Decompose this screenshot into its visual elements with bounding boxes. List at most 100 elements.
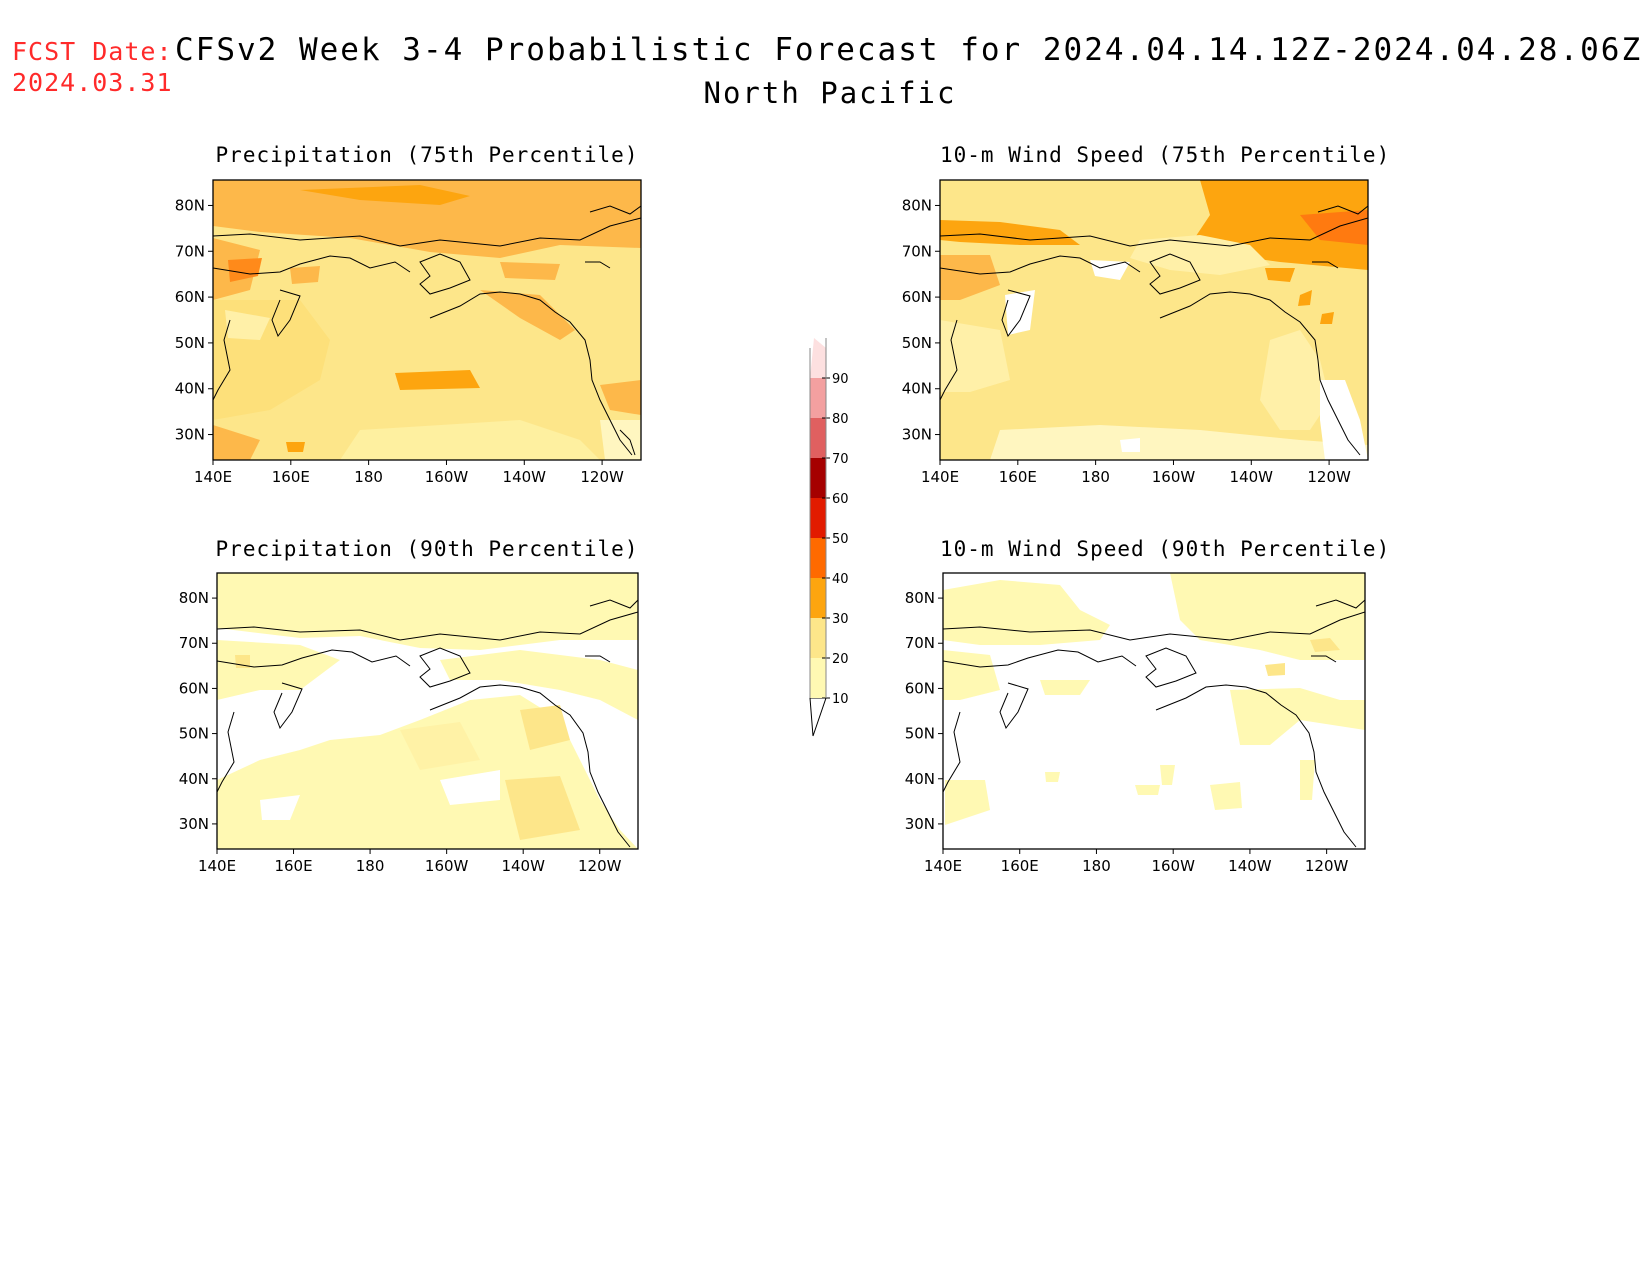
fcst-label-text: FCST Date: xyxy=(12,37,173,66)
lat-tick-label: 40N xyxy=(902,380,932,398)
lon-tick-label: 180 xyxy=(1081,468,1110,486)
map-frame xyxy=(216,572,639,850)
lat-tick-label: 30N xyxy=(179,815,209,833)
lon-tick-label: 140E xyxy=(921,468,959,486)
lon-tick-label: 140W xyxy=(1230,468,1274,486)
colorbar-swatch xyxy=(810,458,826,498)
colorbar-swatch xyxy=(810,418,826,458)
lon-tick-label: 180 xyxy=(356,857,385,875)
lat-tick-label: 60N xyxy=(179,679,209,697)
panel-title-wind75: 10-m Wind Speed (75th Percentile) xyxy=(940,143,1391,167)
colorbar-swatch xyxy=(810,618,826,658)
colorbar-label: 70 xyxy=(832,452,849,467)
lon-tick-label: 160E xyxy=(999,468,1037,486)
lon-tick-label: 160E xyxy=(272,468,310,486)
fill-10-20 xyxy=(440,650,638,720)
lon-tick-label: 160W xyxy=(1152,468,1196,486)
coastline xyxy=(940,205,1368,456)
lon-tick-label: 120W xyxy=(580,468,624,486)
map-panel-wind90 xyxy=(942,572,1366,850)
lat-tick-label: 80N xyxy=(902,196,932,214)
fill-below-10 xyxy=(1090,260,1130,280)
fill-10-20 xyxy=(943,650,1000,700)
fill-below-10 xyxy=(260,795,300,820)
fill-10-20 xyxy=(1135,785,1160,795)
lat-tick-label: 30N xyxy=(175,426,205,444)
fill-below-10 xyxy=(440,770,500,805)
coastline xyxy=(217,599,638,848)
region-name: North Pacific xyxy=(703,76,957,110)
fill-10-20 xyxy=(943,580,1110,645)
fill-10-20 xyxy=(217,573,638,650)
axis-ticks: 140E 160E 180 160W 140W 120W 80N 70N 60N 50N 40N 30… xyxy=(175,196,1351,875)
colorbar-label: 30 xyxy=(832,612,849,627)
lat-tick-label: 50N xyxy=(902,334,932,352)
fill-30-40 xyxy=(286,442,305,452)
map-frame xyxy=(212,179,642,461)
map-panel-precip90 xyxy=(216,572,639,850)
lat-tick-label: 50N xyxy=(179,725,209,743)
fill-10-20 xyxy=(340,420,600,460)
lat-tick-label: 60N xyxy=(905,679,935,697)
panel-title-precip90: Precipitation (90th Percentile) xyxy=(215,537,639,561)
fill-10-20 xyxy=(1210,782,1242,810)
map-frame xyxy=(942,572,1366,850)
fill-10-20 xyxy=(225,310,270,340)
lat-tick-label: 80N xyxy=(179,589,209,607)
colorbar-label: 10 xyxy=(832,692,849,707)
fill-10-20 xyxy=(1040,680,1090,695)
colorbar-outline xyxy=(809,338,827,698)
colorbar-label: 40 xyxy=(832,572,849,587)
lon-tick-label: 140E xyxy=(198,857,236,875)
fill-10-20 xyxy=(1170,573,1365,660)
fill-20-30 xyxy=(1265,663,1285,676)
lat-tick-label: 50N xyxy=(175,334,205,352)
fill-10-20 xyxy=(1045,772,1060,782)
colorbar: 10 20 30 40 50 60 70 80 90 xyxy=(809,338,849,737)
fcst-date-value: 2024.03.31 xyxy=(12,68,173,97)
page-subtitle: North Pacific xyxy=(0,76,1650,110)
fill-20-30 xyxy=(520,705,570,750)
lon-tick-label: 180 xyxy=(1082,857,1111,875)
lat-tick-label: 40N xyxy=(175,380,205,398)
lat-tick-label: 50N xyxy=(905,725,935,743)
fill-below-10 xyxy=(600,760,638,810)
lat-tick-label: 30N xyxy=(902,426,932,444)
lon-tick-label: 120W xyxy=(1307,468,1351,486)
fill-30-40 xyxy=(1298,290,1312,306)
colorbar-lower-cap xyxy=(809,697,827,737)
fill-10-20 xyxy=(1300,760,1315,800)
map-panel-precip75 xyxy=(212,179,642,461)
fill-30-40 xyxy=(940,255,1000,300)
lon-tick-label: 140W xyxy=(503,468,547,486)
lat-tick-label: 70N xyxy=(905,634,935,652)
fill-30-40 xyxy=(395,370,480,390)
colorbar-label: 90 xyxy=(832,372,849,387)
lon-tick-label: 160E xyxy=(274,857,312,875)
fill-20-30 xyxy=(1310,638,1340,652)
colorbar-label: 80 xyxy=(832,412,849,427)
fill-10-20 xyxy=(400,722,480,770)
coastline xyxy=(213,205,641,456)
lon-tick-label: 140W xyxy=(501,857,545,875)
lat-tick-label: 80N xyxy=(175,196,205,214)
map-frame xyxy=(939,179,1369,461)
fill-30-40 xyxy=(213,180,641,258)
colorbar-swatch xyxy=(810,538,826,578)
coastline xyxy=(943,599,1365,848)
lat-tick-label: 70N xyxy=(179,634,209,652)
lat-tick-label: 30N xyxy=(905,815,935,833)
fill-30-40 xyxy=(500,262,560,280)
lon-tick-label: 120W xyxy=(578,857,622,875)
lon-tick-label: 160W xyxy=(425,857,469,875)
lat-tick-label: 80N xyxy=(905,589,935,607)
lat-tick-label: 70N xyxy=(902,242,932,260)
panel-title-wind90: 10-m Wind Speed (90th Percentile) xyxy=(940,537,1391,561)
colorbar-swatch xyxy=(810,578,826,618)
fill-below-10 xyxy=(1120,438,1140,452)
fill-20-30 xyxy=(505,776,580,840)
fill-10-20 xyxy=(1260,330,1330,430)
colorbar-label: 50 xyxy=(832,532,849,547)
lon-tick-label: 140E xyxy=(924,857,962,875)
